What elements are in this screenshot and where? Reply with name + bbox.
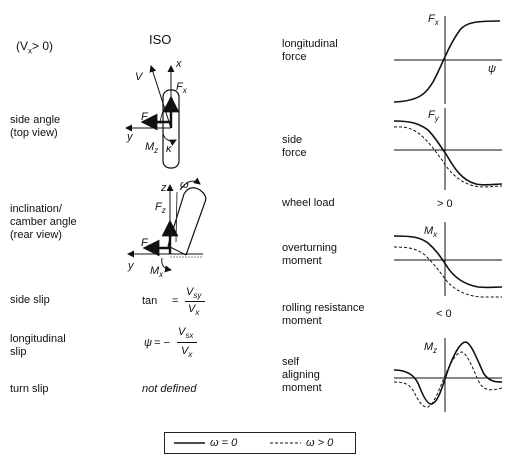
- fy-graph: Fy: [393, 108, 503, 190]
- rolling-resistance-value: < 0: [436, 308, 452, 320]
- turn-slip-value: not defined: [142, 383, 197, 395]
- side-slip-formula: tan = Vsy Vx: [142, 286, 232, 318]
- fx-graph: Fx ψ: [393, 13, 502, 104]
- wheel-load-value: > 0: [437, 198, 453, 210]
- svg-text:z: z: [160, 182, 167, 194]
- side-slip-label: side slip: [10, 294, 50, 306]
- longitudinal-slip-label: longitudinal slip: [10, 333, 66, 358]
- svg-text:x: x: [175, 58, 182, 70]
- svg-text:Mz: Mz: [424, 341, 437, 355]
- vx-condition: (Vx> 0): [16, 39, 54, 56]
- svg-text:V: V: [135, 71, 144, 83]
- longitudinal-force-label: longitudinal force: [282, 38, 338, 63]
- top-view-tire: V x Fx Fy y Mz κ: [125, 58, 188, 169]
- svg-text:Fy: Fy: [141, 111, 153, 125]
- svg-text:Fy: Fy: [141, 237, 153, 251]
- side-angle-label: side angle (top view): [10, 114, 61, 139]
- mz-graph: Mz: [393, 338, 503, 412]
- rear-view-tire: ω z Fz Fy y Mx: [127, 177, 207, 279]
- legend-solid-label: ω = 0: [210, 437, 238, 449]
- svg-text:κ: κ: [166, 143, 172, 155]
- svg-text:ω: ω: [180, 179, 189, 191]
- svg-text:Fx: Fx: [428, 13, 440, 27]
- svg-text:y: y: [127, 260, 135, 272]
- overturning-moment-label: overturning moment: [282, 242, 338, 267]
- legend-dashed-label: ω > 0: [306, 437, 334, 449]
- svg-text:Fy: Fy: [428, 109, 440, 123]
- camber-angle-label: inclination/camber angle (rear view): [10, 203, 77, 241]
- svg-text:ψ: ψ: [488, 63, 496, 75]
- svg-text:y: y: [126, 131, 134, 143]
- svg-text:Mx: Mx: [424, 225, 438, 239]
- svg-text:Fz: Fz: [155, 201, 166, 215]
- turn-slip-label: turn slip: [10, 383, 49, 395]
- side-force-label: side force: [282, 134, 307, 159]
- svg-text:Mz: Mz: [145, 141, 158, 155]
- iso-heading: ISO: [149, 32, 172, 47]
- wheel-load-label: wheel load: [282, 197, 335, 209]
- svg-text:Mx: Mx: [150, 265, 164, 279]
- svg-text:Fx: Fx: [176, 81, 188, 95]
- long-slip-formula: ψ = − Vsx Vx: [144, 324, 234, 360]
- legend: ω = 0 ω > 0: [164, 432, 356, 454]
- rolling-resistance-label: rolling resistance moment: [282, 302, 365, 327]
- mx-graph: Mx: [393, 222, 503, 298]
- aligning-moment-label: self aligning moment: [282, 356, 322, 394]
